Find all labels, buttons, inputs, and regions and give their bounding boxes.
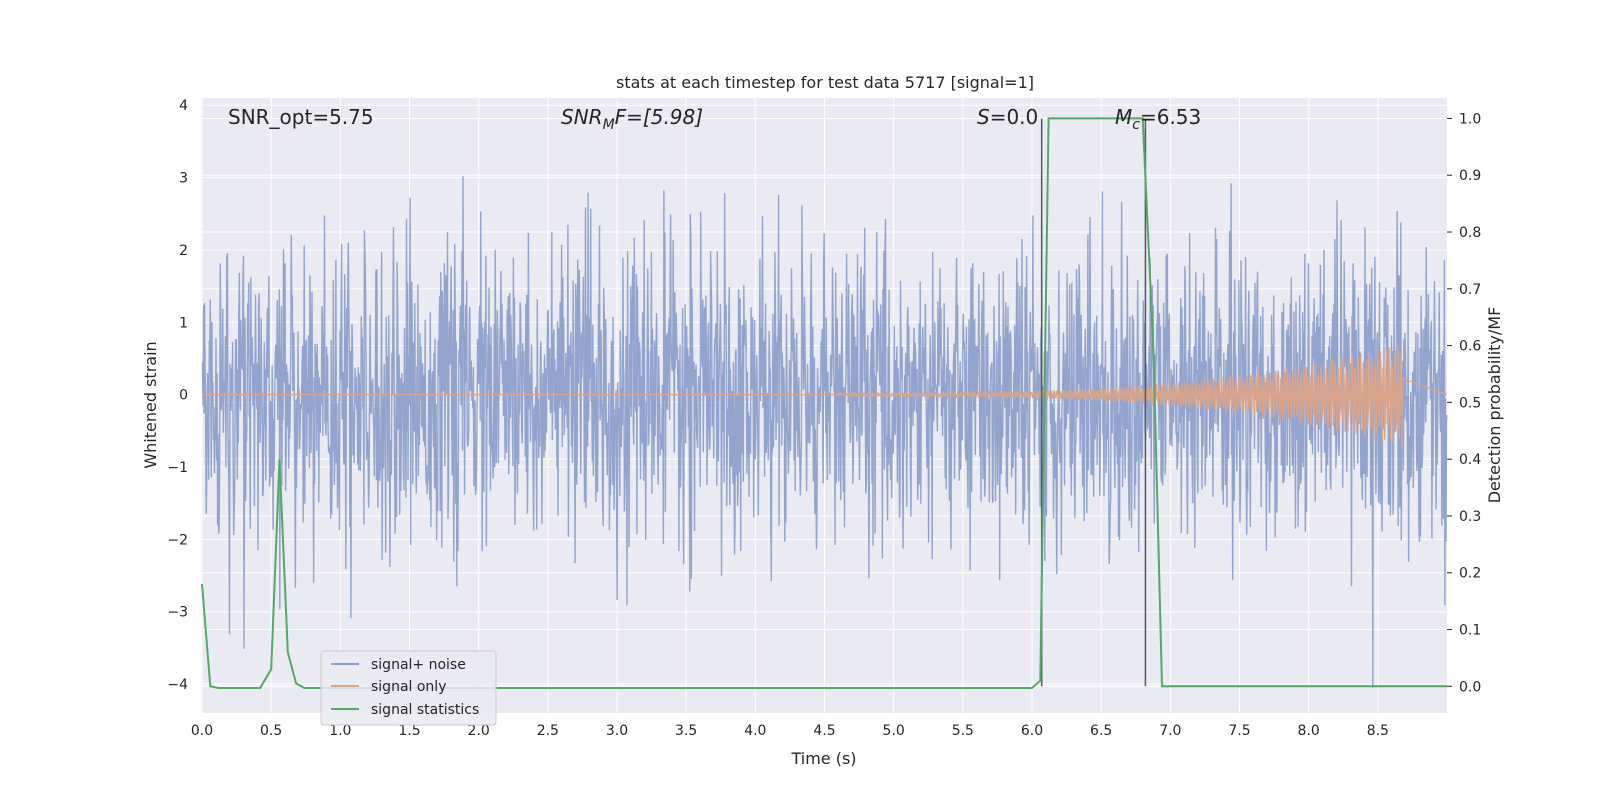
y-tick-label-right: 0.2	[1459, 566, 1481, 582]
series-signal-noise	[201, 176, 1448, 688]
x-tick-label: 7.5	[1228, 723, 1250, 739]
x-tick-label: 1.0	[329, 723, 351, 739]
x-axis-label: Time (s)	[790, 749, 856, 768]
y-tick-label-left: 3	[179, 171, 188, 187]
x-tick-label: 7.0	[1159, 723, 1181, 739]
legend-box	[320, 650, 497, 726]
x-tick-label: 2.5	[537, 723, 559, 739]
y-tick-label-right: 0.6	[1459, 339, 1481, 355]
x-tick-label: 3.0	[606, 723, 628, 739]
annotation-mc-label: M	[1115, 105, 1132, 129]
noise-trace	[201, 176, 1448, 688]
legend-label-signal-statistics: signal statistics	[371, 702, 479, 718]
y-tick-label-right: 0.1	[1459, 623, 1481, 639]
annotation-s-label: S	[977, 105, 990, 129]
annotation-mc-sub: c	[1132, 117, 1140, 133]
legend-label-signal-noise: signal+ noise	[371, 657, 466, 673]
y-tick-label-right: 0.3	[1459, 509, 1481, 525]
annotation-mc-value: =6.53	[1140, 105, 1201, 129]
x-tick-label: 4.5	[813, 723, 835, 739]
x-tick-label: 0.0	[191, 723, 213, 739]
y-tick-label-left: −4	[167, 677, 188, 693]
y-axis-label-left: Whitened strain	[141, 341, 160, 468]
y-tick-label-right: 0.9	[1459, 168, 1481, 184]
y-tick-label-right: 0.4	[1459, 452, 1481, 468]
y-tick-label-right: 0.8	[1459, 225, 1481, 241]
annotation-snr-mf-rest: F=[5.98]	[615, 105, 703, 129]
annotation-s-value: =0.0	[990, 105, 1039, 129]
x-tick-label: 8.5	[1367, 723, 1389, 739]
y-tick-label-left: 2	[179, 243, 188, 259]
y-tick-label-left: 1	[179, 315, 188, 331]
y-axis-label-right: Detection probability/MF	[1485, 307, 1504, 504]
series-signal-only	[201, 344, 1448, 447]
chart-title: stats at each timestep for test data 571…	[616, 73, 1034, 92]
y-tick-label-left: 0	[179, 388, 188, 404]
annotation-snr-mf-base: SNR	[561, 105, 603, 129]
x-tick-label: 6.0	[1021, 723, 1043, 739]
y-tick-label-left: −3	[167, 605, 188, 621]
y-tick-label-right: 1.0	[1459, 111, 1481, 127]
x-tick-label: 4.0	[744, 723, 766, 739]
y-tick-label-right: 0.0	[1459, 679, 1481, 695]
annotation-mc: Mc=6.53	[1115, 105, 1201, 133]
x-tick-label: 1.5	[398, 723, 420, 739]
y-tick-label-left: −2	[167, 532, 188, 548]
x-tick-label: 2.0	[468, 723, 490, 739]
y-tick-label-right: 0.7	[1459, 282, 1481, 298]
chirp-trace	[201, 344, 1448, 447]
x-tick-label: 3.5	[675, 723, 697, 739]
x-tick-label: 0.5	[260, 723, 282, 739]
annotation-snr-mf: SNRMF=[5.98]	[561, 105, 703, 133]
series-signal-statistics	[201, 117, 1447, 689]
y-tick-label-left: 4	[179, 98, 188, 114]
y-tick-label-left: −1	[167, 460, 188, 476]
annotation-s: S=0.0	[977, 105, 1038, 129]
legend: signal+ noise signal only signal statist…	[320, 650, 497, 726]
legend-label-signal-only: signal only	[371, 679, 446, 695]
annotation-snr-mf-sub: M	[603, 117, 615, 133]
x-tick-label: 6.5	[1090, 723, 1112, 739]
statistics-trace	[201, 117, 1447, 689]
annotation-snr-opt: SNR_opt=5.75	[228, 105, 374, 129]
y-tick-label-right: 0.5	[1459, 395, 1481, 411]
ticks: 0.0 0.5 1.0 1.5 2.0 2.5 3.0 3.5 4.0 4.5 5.0 5.5 6.0 6…	[167, 98, 1481, 739]
x-tick-label: 5.0	[883, 723, 905, 739]
x-tick-label: 5.5	[952, 723, 974, 739]
x-tick-label: 8.0	[1298, 723, 1320, 739]
